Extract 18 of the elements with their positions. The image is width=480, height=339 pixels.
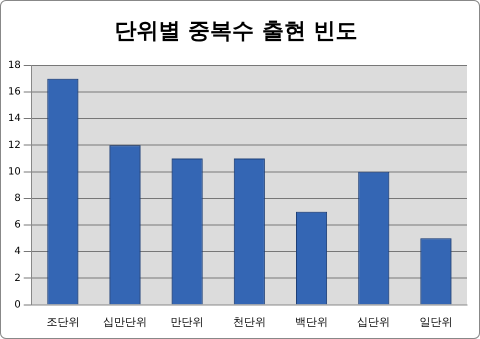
y-tick-label: 4 [14,246,21,258]
y-tick-label: 6 [14,220,21,231]
x-tick-label: 십만단위 [103,315,147,328]
chart-title: 단위별 중복수 출현 빈도 [114,18,358,44]
y-tick-label: 2 [14,272,21,284]
y-tick-label: 18 [8,60,21,71]
x-tick-label: 천단위 [232,315,266,328]
x-tick-label: 백단위 [295,315,328,328]
y-tick-label: 16 [8,86,21,98]
y-tick-label: 14 [8,113,21,124]
x-tick-label: 조단위 [46,315,80,328]
y-tick-label: 8 [14,192,21,204]
x-tick-label: 만단위 [170,315,204,328]
y-tick-label: 12 [8,140,21,151]
x-tick-label: 일단위 [419,315,452,328]
y-tick-label: 10 [8,166,21,178]
x-tick-label: 십단위 [357,315,390,328]
y-tick-label: 0 [14,299,21,310]
